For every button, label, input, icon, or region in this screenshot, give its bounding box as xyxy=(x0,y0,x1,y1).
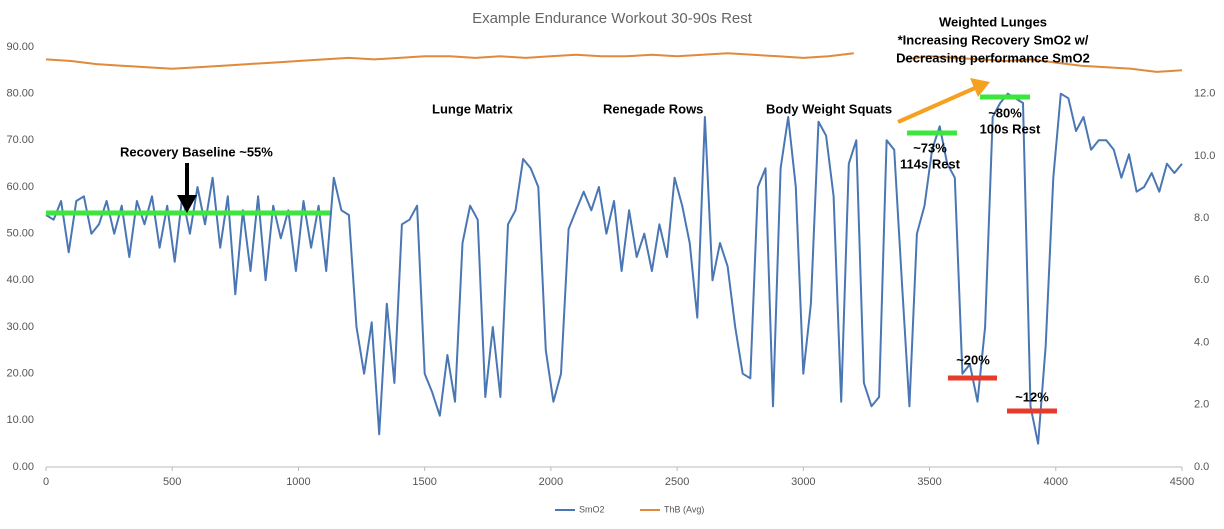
y2-tick-label: 0.0 xyxy=(1194,461,1209,473)
y-tick-label: 50.00 xyxy=(6,228,34,240)
y-tick-label: 10.00 xyxy=(6,414,34,426)
annotation: *Increasing Recovery SmO2 w/ xyxy=(898,32,1089,47)
arrow xyxy=(897,86,976,124)
annotation: 114s Rest xyxy=(900,156,961,171)
y-tick-label: 0.00 xyxy=(13,461,34,473)
x-tick-label: 2000 xyxy=(539,476,563,488)
x-tick-label: 3000 xyxy=(791,476,815,488)
series-line xyxy=(45,52,1183,73)
arrow-head xyxy=(177,195,197,213)
series-line xyxy=(45,92,1183,445)
annotation: ~12% xyxy=(1015,389,1049,404)
y-tick-label: 70.00 xyxy=(6,134,34,146)
x-tick-label: 0 xyxy=(43,476,49,488)
legend-label: ThB (Avg) xyxy=(664,504,704,514)
y2-tick-label: 12.0 xyxy=(1194,88,1215,100)
chart-title: Example Endurance Workout 30-90s Rest xyxy=(472,10,753,27)
y2-tick-label: 6.0 xyxy=(1194,274,1209,286)
y-tick-label: 90.00 xyxy=(6,41,34,53)
x-tick-label: 1000 xyxy=(286,476,310,488)
legend-label: SmO2 xyxy=(579,504,605,514)
x-tick-label: 1500 xyxy=(412,476,436,488)
y2-tick-label: 10.0 xyxy=(1194,150,1215,162)
annotation: ~73% xyxy=(913,140,947,155)
x-tick-label: 500 xyxy=(163,476,181,488)
annotations: Recovery Baseline ~55% Lunge Matrix Rene… xyxy=(46,14,1090,414)
y2-tick-label: 2.0 xyxy=(1194,399,1209,411)
annotation: Renegade Rows xyxy=(603,101,703,116)
x-tick-label: 4500 xyxy=(1170,476,1194,488)
y-tick-label: 20.00 xyxy=(6,368,34,380)
y-tick-label: 80.00 xyxy=(6,88,34,100)
annotation: ~80% xyxy=(988,105,1022,120)
arrow-head xyxy=(970,78,990,97)
y2-tick-label: 4.0 xyxy=(1194,336,1209,348)
x-tick-label: 2500 xyxy=(665,476,689,488)
annotation: Decreasing performance SmO2 xyxy=(896,50,1090,65)
y2-tick-label: 8.0 xyxy=(1194,212,1209,224)
annotation: Weighted Lunges xyxy=(939,14,1047,29)
y-tick-label: 60.00 xyxy=(6,181,34,193)
x-tick-label: 3500 xyxy=(917,476,941,488)
annotation: Body Weight Squats xyxy=(766,101,892,116)
annotation: Lunge Matrix xyxy=(432,101,514,116)
y-tick-label: 40.00 xyxy=(6,274,34,286)
y-tick-label: 30.00 xyxy=(6,321,34,333)
annotation: ~20% xyxy=(956,352,990,367)
plot: 0 500 1000 1500 2000 2500 3000 3500 4000 45000.00… xyxy=(6,41,1215,514)
x-tick-label: 4000 xyxy=(1044,476,1068,488)
annotation: 100s Rest xyxy=(980,121,1041,136)
annotation: Recovery Baseline ~55% xyxy=(120,144,273,159)
